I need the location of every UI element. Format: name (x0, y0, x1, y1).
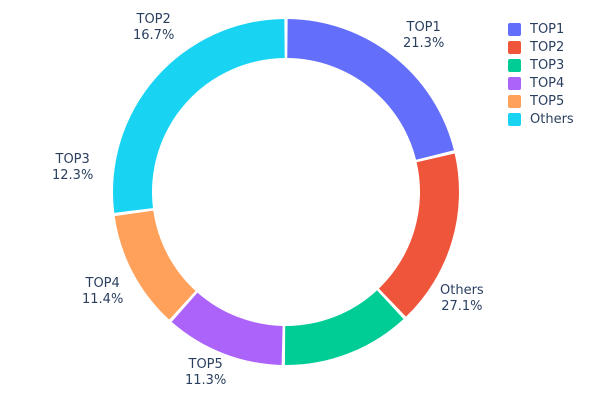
legend-label: TOP3 (530, 58, 565, 73)
legend-swatch-icon (508, 59, 521, 72)
legend-item-top3[interactable]: TOP3 (508, 58, 574, 73)
legend-label: TOP5 (530, 94, 565, 109)
chart-legend: TOP1 TOP2 TOP3 TOP4 TOP5 Others (508, 22, 574, 127)
legend-item-others[interactable]: Others (508, 112, 574, 127)
donut-slices (113, 19, 460, 365)
legend-label: Others (530, 112, 574, 127)
legend-item-top4[interactable]: TOP4 (508, 76, 574, 91)
legend-label: TOP1 (530, 22, 565, 37)
donut-slice-top2[interactable] (378, 153, 460, 317)
legend-label: TOP2 (530, 40, 565, 55)
legend-swatch-icon (508, 95, 521, 108)
legend-label: TOP4 (530, 76, 565, 91)
legend-item-top1[interactable]: TOP1 (508, 22, 574, 37)
legend-swatch-icon (508, 113, 521, 126)
legend-item-top2[interactable]: TOP2 (508, 40, 574, 55)
donut-slice-top1[interactable] (287, 19, 454, 160)
legend-item-top5[interactable]: TOP5 (508, 94, 574, 109)
legend-swatch-icon (508, 41, 521, 54)
legend-swatch-icon (508, 23, 521, 36)
donut-slice-top4[interactable] (171, 292, 283, 365)
legend-swatch-icon (508, 77, 521, 90)
donut-slice-top3[interactable] (284, 290, 404, 365)
donut-slice-top5[interactable] (114, 210, 196, 320)
donut-slice-others[interactable] (113, 19, 285, 213)
